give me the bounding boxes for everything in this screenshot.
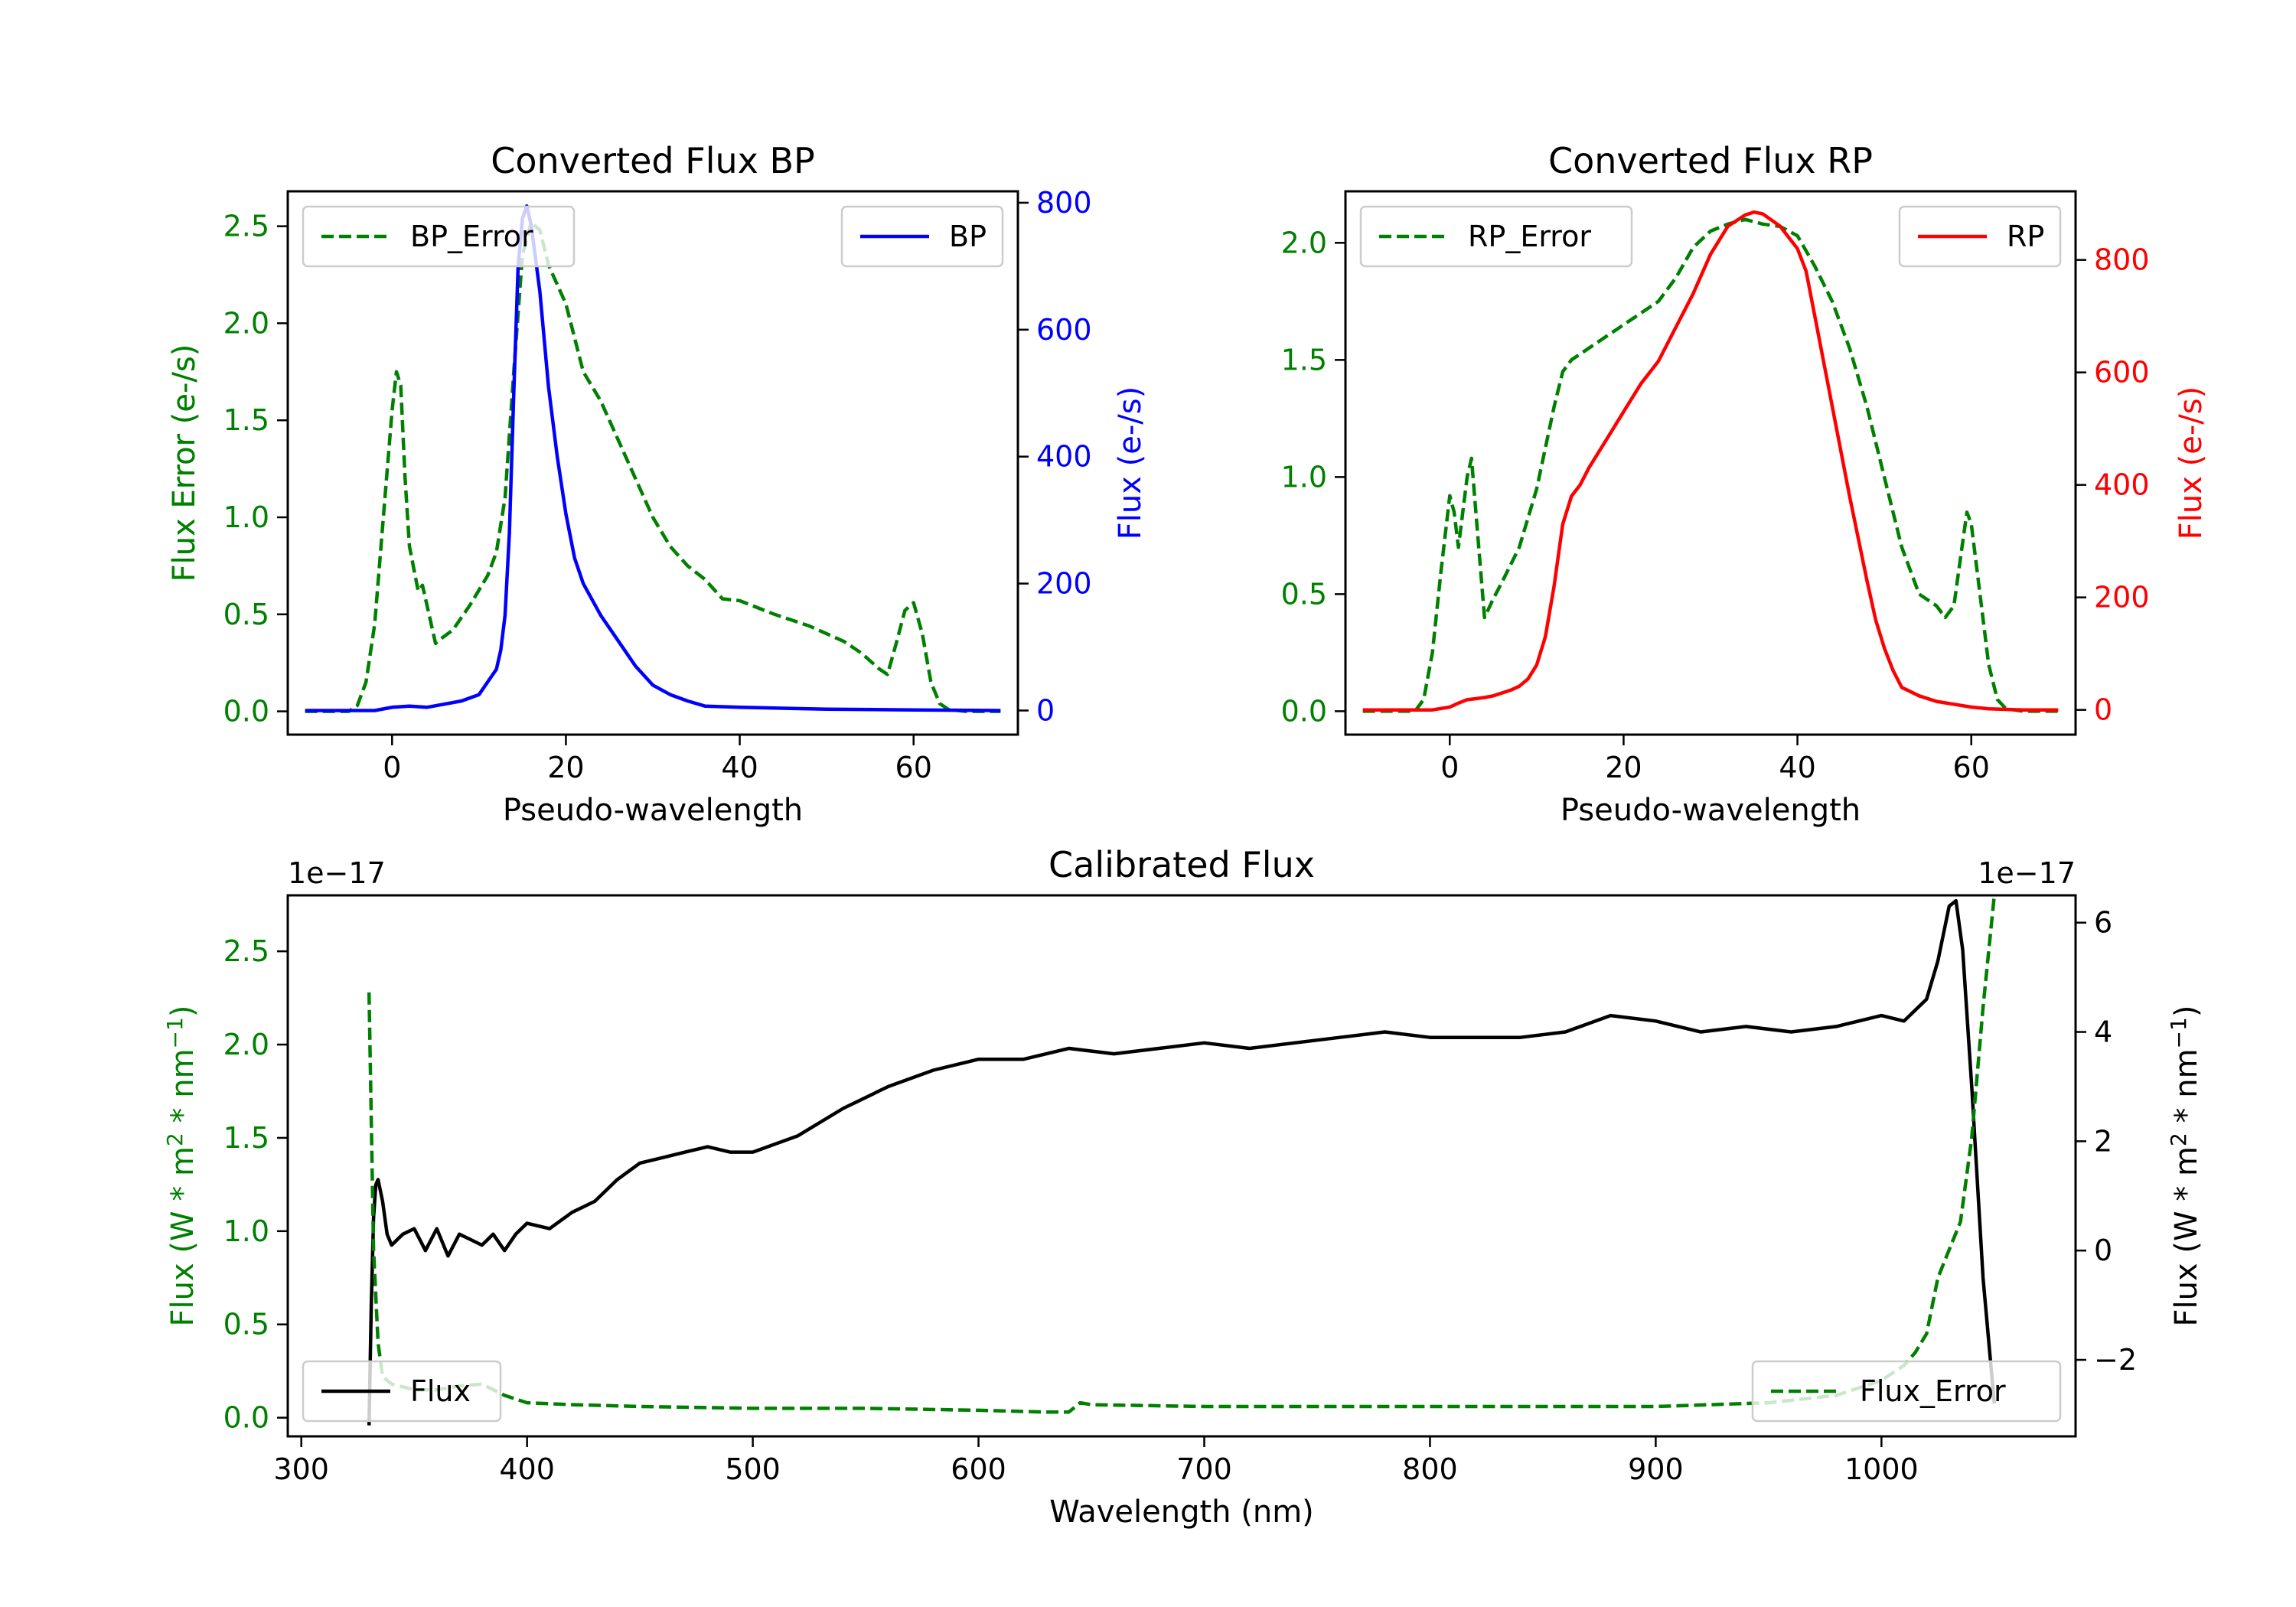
cal-left-tick-label: 2.0 — [223, 1028, 269, 1061]
rp-right-tick-label: 400 — [2094, 468, 2150, 502]
bp-title: Converted Flux BP — [491, 140, 815, 181]
cal-right-tick-label: 0 — [2094, 1234, 2112, 1267]
rp-left-tick-label: 1.0 — [1281, 460, 1327, 494]
cal-left-axis-label: Flux (W * m2 * nm−1) — [162, 1006, 201, 1327]
cal-left-tick-label: 2.5 — [223, 934, 269, 968]
cal-left-offset-label: 1e−17 — [288, 856, 386, 890]
bp-left-tick-label: 1.0 — [223, 500, 269, 534]
rp-series-rp — [1362, 210, 2059, 712]
cal-right-offset-label: 1e−17 — [1978, 856, 2076, 890]
rp-x-tick-label: 60 — [1953, 751, 1990, 784]
cal-x-tick-label: 300 — [273, 1452, 329, 1486]
legend-box — [302, 205, 576, 268]
rp-series-rp-error — [1362, 217, 2059, 713]
bp-right-tick-label: 600 — [1036, 313, 1092, 347]
cal-legend-flux: Flux — [302, 1360, 502, 1423]
legend-box — [302, 1360, 502, 1423]
cal-x-axis-label: Wavelength (nm) — [1049, 1495, 1314, 1530]
rp-legend-rp-error: RP_Error — [1359, 205, 1633, 268]
cal-x-tick-label: 900 — [1628, 1452, 1684, 1486]
rp-left-tick-label: 0.0 — [1281, 694, 1327, 728]
bp-legend-bp-error: BP_Error — [302, 205, 576, 268]
cal-right-tick-label: 4 — [2094, 1015, 2112, 1049]
bp-left-tick-label: 2.5 — [223, 210, 269, 243]
cal-left-tick-label: 0.5 — [223, 1308, 269, 1341]
legend-box — [1751, 1360, 2062, 1423]
rp-right-tick-label: 0 — [2094, 693, 2112, 727]
bp-x-axis-label: Pseudo-wavelength — [503, 793, 803, 828]
bp-left-tick-label: 2.0 — [223, 306, 269, 340]
legend-label: BP_Error — [410, 220, 533, 253]
rp-right-tick-label: 800 — [2094, 243, 2150, 277]
bp-right-tick-label: 400 — [1036, 440, 1092, 474]
bp-legend-bp: BP — [840, 205, 1004, 268]
cal-right-tick-label: 6 — [2094, 906, 2112, 940]
bp-left-axis-label: Flux Error (e-/s) — [167, 344, 202, 582]
rp-legend-rp: RP — [1898, 205, 2062, 268]
bp-chart: 0 20 40 60 0.0 0.5 1.0 1.5 2.0 2.5 0 200 400 600 800 Co… — [167, 140, 1148, 828]
cal-legend-flux-error: Flux_Error — [1751, 1360, 2062, 1423]
cal-right-tick-label: 2 — [2094, 1124, 2112, 1158]
cal-series-flux-error — [367, 895, 1997, 1414]
legend-label: Flux_Error — [1860, 1374, 2006, 1408]
cal-plot-frame — [286, 894, 2077, 1438]
rp-left-axis-label: Flux Error (e-/s) — [167, 344, 202, 582]
cal-series-flux — [367, 898, 1997, 1426]
legend-label: RP_Error — [1468, 220, 1591, 253]
rp-left-tick-label: 2.0 — [1281, 226, 1327, 259]
bp-x-tick-label: 40 — [721, 751, 758, 784]
rp-x-tick-label: 20 — [1605, 751, 1642, 784]
rp-plot-frame — [1344, 190, 2077, 736]
bp-left-tick-label: 1.5 — [223, 403, 269, 437]
bp-left-tick-label: 0.0 — [223, 695, 269, 729]
bp-x-tick-label: 0 — [383, 751, 401, 784]
rp-chart: 0 20 40 600.00.51.01.52.00200400600800Conve… — [167, 140, 2209, 828]
cal-right-axis-label: Flux (W * m2 * nm−1) — [2166, 1006, 2204, 1327]
cal-right-tick-label: −2 — [2094, 1343, 2137, 1377]
bp-series-bp — [305, 204, 1001, 712]
legend-label: RP — [2007, 220, 2044, 253]
cal-x-tick-label: 400 — [499, 1452, 555, 1486]
rp-right-tick-label: 600 — [2094, 356, 2150, 390]
rp-x-tick-label: 0 — [1440, 751, 1459, 784]
rp-right-axis-label: Flux (e-/s) — [2174, 386, 2209, 539]
legend-label: Flux — [410, 1374, 471, 1408]
cal-left-tick-label: 1.0 — [223, 1214, 269, 1248]
rp-title: Converted Flux RP — [1548, 140, 1873, 181]
cal-title: Calibrated Flux — [1049, 844, 1315, 885]
bp-x-tick-label: 60 — [895, 751, 932, 784]
cal-chart: 300 400 500 600 700 800 900 1000 0.0 0.5 1.0 1.5 2.0… — [162, 844, 2204, 1530]
cal-left-tick-label: 1.5 — [223, 1121, 269, 1155]
legend-label: BP — [949, 220, 987, 253]
cal-x-tick-label: 500 — [725, 1452, 781, 1486]
rp-left-tick-label: 1.5 — [1281, 343, 1327, 376]
bp-plot-frame — [286, 190, 1019, 736]
cal-left-tick-label: 0.0 — [223, 1401, 269, 1435]
rp-x-axis-label: Pseudo-wavelength — [1561, 793, 1861, 828]
rp-right-tick-label: 200 — [2094, 581, 2150, 614]
cal-x-tick-label: 800 — [1402, 1452, 1458, 1486]
cal-x-tick-label: 600 — [951, 1452, 1006, 1486]
bp-right-tick-label: 0 — [1036, 693, 1055, 727]
rp-left-tick-label: 0.5 — [1281, 577, 1327, 611]
legend-box — [1359, 205, 1633, 268]
bp-series-bp-error — [305, 220, 1001, 713]
cal-x-tick-label: 1000 — [1844, 1452, 1919, 1486]
bp-right-tick-label: 800 — [1036, 186, 1092, 220]
bp-right-axis-label: Flux (e-/s) — [1113, 386, 1148, 539]
bp-left-tick-label: 0.5 — [223, 598, 269, 631]
cal-x-tick-label: 700 — [1176, 1452, 1232, 1486]
bp-right-tick-label: 200 — [1036, 567, 1092, 601]
bp-x-tick-label: 20 — [547, 751, 584, 784]
rp-x-tick-label: 40 — [1779, 751, 1815, 784]
